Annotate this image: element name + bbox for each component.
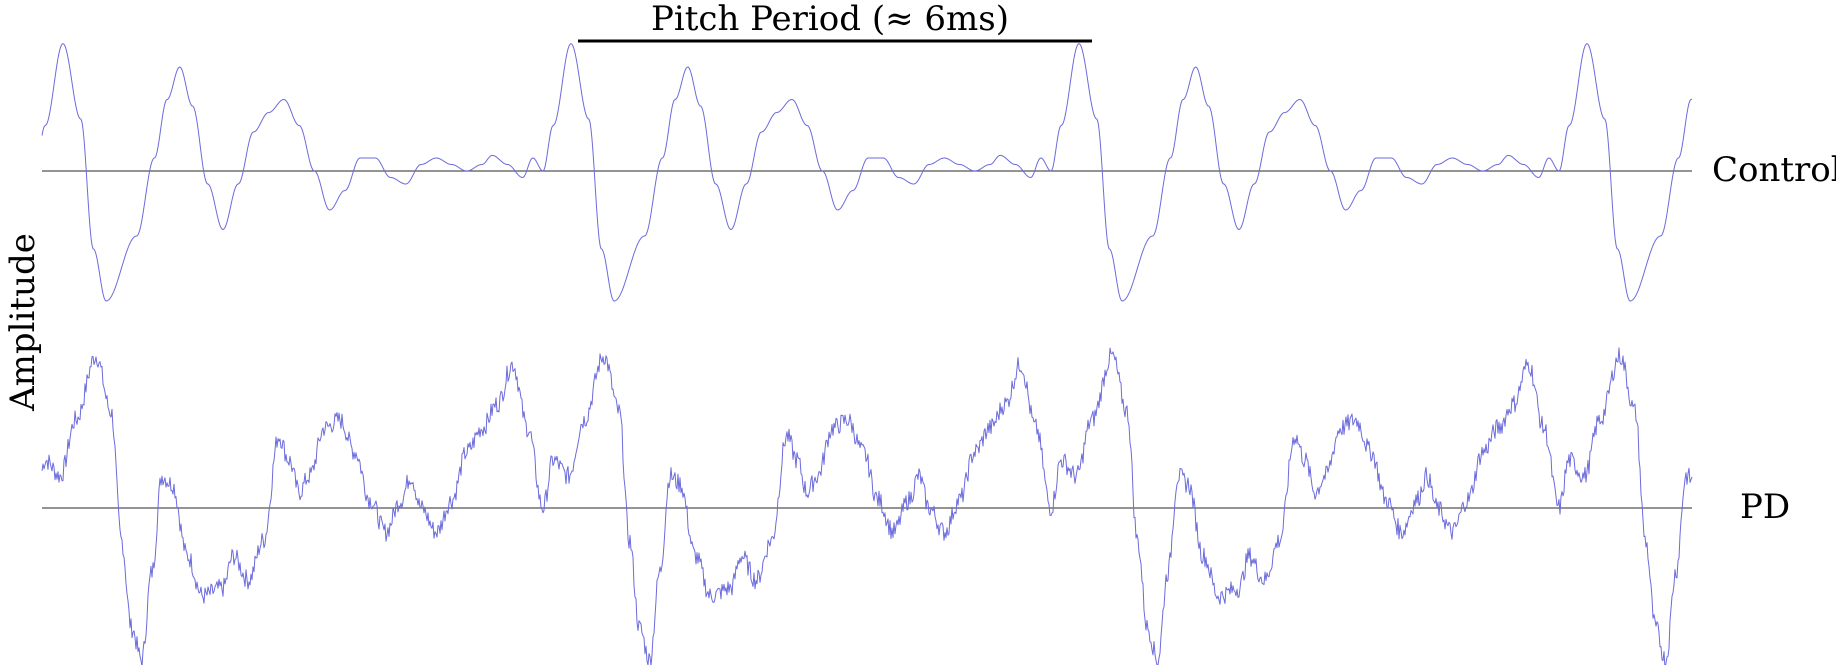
- pitch-period-annotation: Pitch Period (≈ 6ms): [651, 0, 1009, 39]
- series-line-pd: [41, 347, 1693, 665]
- y-axis-label: Amplitude: [3, 233, 43, 412]
- series-layer: [41, 43, 1693, 665]
- series-label-control: Control: [1712, 150, 1836, 190]
- series-label-pd: PD: [1740, 487, 1790, 527]
- series-line-control: [41, 43, 1693, 302]
